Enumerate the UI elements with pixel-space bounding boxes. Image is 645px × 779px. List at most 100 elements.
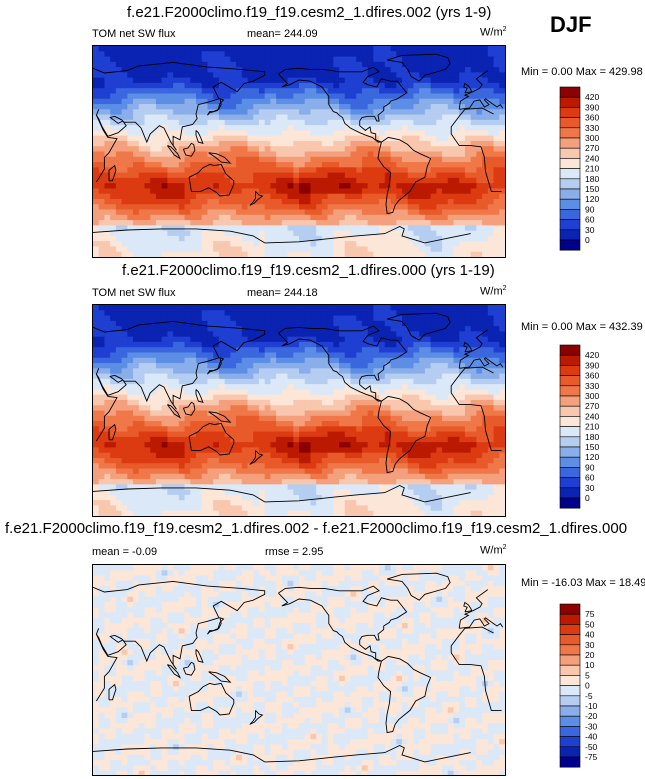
panel1-minmax: Min = 0.00 Max = 429.98: [521, 66, 643, 78]
panel2-map-coastline: [167, 404, 182, 419]
panel3-colorbar-swatch: [559, 644, 581, 656]
panel3-colorbar-tick-label: 5: [585, 670, 590, 680]
panel1-colorbar-tick-label: 300: [585, 133, 599, 143]
panel1-map-coastline: [208, 152, 232, 164]
panel2-map-coastline: [188, 422, 235, 456]
panel3-map: [92, 564, 506, 776]
panel1-colorbar-swatch: [559, 198, 581, 210]
panel1-map: [92, 45, 506, 258]
panel3-colorbar-swatch: [559, 613, 581, 625]
panel2-map-coastline: [377, 395, 432, 474]
panel2-colorbar-swatch: [559, 385, 581, 397]
panel3-colorbar-swatch: [559, 726, 581, 737]
panel2-colorbar-tick-label: 240: [585, 411, 599, 421]
panel3-colorbar-tick-label: 75: [585, 609, 595, 619]
panel3-colorbar-tick-label: -30: [585, 721, 598, 731]
panel3-colorbar-tick-label: -20: [585, 711, 598, 721]
panel2-colorbar-tick-label: 150: [585, 442, 599, 452]
panel3-title: f.e21.F2000climo.f19_f19.cesm2_1.dfires.…: [5, 520, 628, 537]
panel2-map-coastline: [95, 366, 502, 451]
panel1-colorbar-tick-label: 270: [585, 143, 599, 153]
panel1-map-coastline: [167, 145, 182, 160]
panel1-colorbar-tick-label: 90: [585, 204, 595, 214]
panel1-title: f.e21.F2000climo.f19_f19.cesm2_1.dfires.…: [127, 4, 492, 21]
panel1-map-coastline: [386, 53, 451, 82]
panel1-map-coastline: [377, 136, 432, 215]
panel2-minmax: Min = 0.00 Max = 432.39: [521, 321, 643, 333]
panel2-map-svg: [93, 305, 505, 516]
panel2-colorbar-tick-label: 360: [585, 371, 599, 381]
panel2-colorbar-tick-label: 0: [585, 493, 590, 503]
panel3-colorbar-tick-label: -75: [585, 752, 598, 762]
panel2-colorbar-swatch: [559, 446, 581, 458]
panel2-colorbar-swatch: [559, 416, 581, 427]
panel2-map-coastline: [108, 423, 117, 441]
panel1-map-field: [93, 46, 505, 257]
panel1-map-coastline: [95, 107, 502, 192]
panel2-colorbar-swatch: [559, 487, 581, 499]
panel1-mean: mean= 244.09: [247, 28, 318, 40]
panel1-colorbar-swatch: [559, 86, 581, 98]
panel3-colorbar-swatch: [559, 756, 581, 768]
panel2-colorbar-swatch: [559, 426, 581, 438]
panel2-colorbar-tick-label: 330: [585, 381, 599, 391]
panel3-map-coastline: [95, 626, 502, 711]
panel1-map-coastline: [188, 163, 235, 197]
panel1-map-coastline: [207, 98, 225, 116]
panel2-colorbar-tick-label: 180: [585, 432, 599, 442]
panel2-colorbar-swatch: [559, 344, 581, 356]
panel2-colorbar-swatch: [559, 375, 581, 387]
panel3-map-svg: [93, 565, 505, 775]
panel2-map-coastline: [93, 320, 504, 410]
panel2-colorbar-tick-label: 420: [585, 350, 599, 360]
panel2-map-coastline: [249, 450, 264, 465]
panel1-colorbar-swatch: [559, 219, 581, 231]
panel2-colorbar-swatch: [559, 467, 581, 478]
panel3-map-coastline: [249, 710, 264, 725]
panel3-colorbar-tick-label: 50: [585, 619, 595, 629]
panel3-colorbar-swatch: [559, 715, 581, 727]
panel3-colorbar-swatch: [559, 603, 581, 615]
panel1-colorbar-tick-label: 120: [585, 194, 599, 204]
panel2-colorbar-tick-label: 270: [585, 401, 599, 411]
season-label: DJF: [550, 12, 592, 37]
panel1-map-coastline: [249, 191, 264, 206]
panel1-map-coastline: [278, 66, 408, 143]
panel3-colorbar-swatch: [559, 736, 581, 748]
panel3-map-coastline: [386, 572, 451, 601]
panel3-colorbar-tick-label: 10: [585, 660, 595, 670]
panel2-map: [92, 304, 506, 517]
panel3-colorbar-swatch: [559, 664, 581, 676]
panel1-colorbar-swatch: [559, 239, 581, 251]
panel2-map-coastline: [207, 357, 225, 375]
panel1-colorbar-swatch: [559, 137, 581, 149]
panel2-colorbar-swatch: [559, 456, 581, 468]
panel3-units: W/m2: [480, 544, 507, 557]
panel1-map-coastline: [108, 164, 117, 182]
panel2-colorbar-tick-label: 60: [585, 473, 595, 483]
panel3-colorbar-swatch: [559, 624, 581, 635]
panel3-rmse: rmse = 2.95: [265, 546, 324, 558]
panel1-colorbar-tick-label: 390: [585, 102, 599, 112]
panel1-colorbar-tick-label: 240: [585, 153, 599, 163]
panel2-colorbar-tick-label: 90: [585, 462, 595, 472]
panel1-units: W/m2: [480, 26, 507, 39]
panel1-map-coastline: [93, 61, 504, 151]
panel3-colorbar-tick-label: 20: [585, 650, 595, 660]
panel2-colorbar-swatch: [559, 365, 581, 376]
panel2-colorbar-swatch: [559, 405, 581, 417]
panel1-colorbar-swatch: [559, 178, 581, 190]
panel1-colorbar-tick-label: 360: [585, 113, 599, 123]
panel3-mean: mean = -0.09: [92, 546, 158, 558]
panel3-colorbar-tick-label: -50: [585, 742, 598, 752]
panel2-map-coastline: [195, 389, 204, 403]
panel1-colorbar-swatch: [559, 127, 581, 139]
panel1-colorbar-tick-label: 330: [585, 123, 599, 133]
panel1-colorbar: 420 390 360 330 300 270 240 210 180 150 120 90 60 30 0: [559, 86, 620, 259]
panel3-map-coastline: [278, 585, 408, 662]
panel2-units: W/m2: [480, 285, 507, 298]
panel1-colorbar-tick-label: 150: [585, 184, 599, 194]
panel3-colorbar-tick-label: 0: [585, 681, 590, 691]
